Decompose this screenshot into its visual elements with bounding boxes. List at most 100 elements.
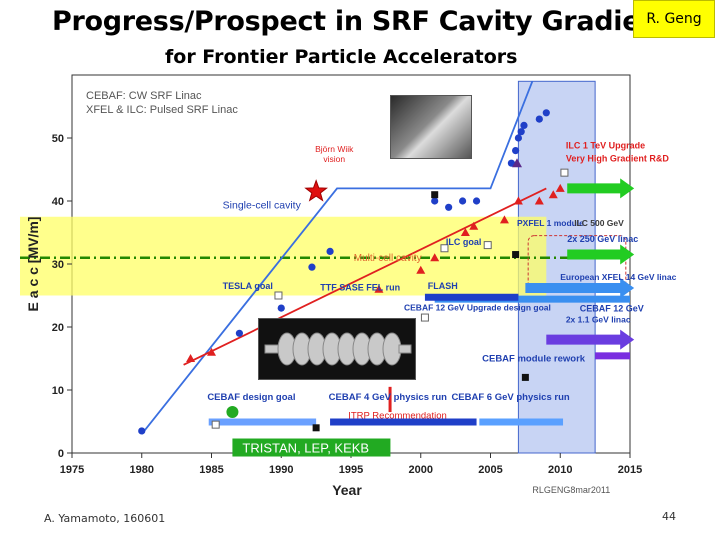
ttf-run-label: TTF SASE FEL run	[320, 282, 400, 292]
green-dot-marker	[226, 406, 239, 419]
ilc-goal-label: ILC goal	[446, 237, 482, 247]
data-point	[459, 197, 467, 205]
data-point	[235, 329, 243, 337]
chart-watermark: RLGENG8mar2011	[532, 485, 610, 495]
wiik-vision-star-icon	[304, 179, 328, 202]
single-cell-label: Single-cell cavity	[223, 200, 302, 212]
x-tick-label: 2000	[409, 464, 433, 476]
data-point	[517, 128, 525, 136]
x-tick-label: 2015	[618, 464, 642, 476]
x-axis-label: Year	[332, 482, 362, 498]
page-number: 44	[662, 510, 676, 523]
data-point	[431, 197, 439, 205]
data-point	[186, 354, 196, 362]
y-tick-label: 30	[52, 259, 64, 271]
black-square-marker	[512, 251, 520, 259]
tristan-label-box	[232, 438, 391, 457]
tesla-goal-label: TESLA goal	[223, 281, 273, 291]
data-point	[512, 147, 520, 155]
data-point	[514, 134, 523, 142]
ilc-1tev-label: ILC 1 TeV Upgrade	[566, 141, 645, 151]
page-subtitle: for Frontier Particle Accelerators	[165, 46, 518, 68]
open-square-marker	[483, 241, 492, 250]
cebaf-4gev-label: CEBAF 4 GeV physics run	[329, 392, 447, 403]
x-tick-label: 1985	[199, 464, 223, 476]
european-xfel-arrow	[525, 277, 635, 298]
very-high-gradient-label: Very High Gradient R&D	[566, 153, 670, 163]
black-square-marker	[431, 191, 439, 199]
x-tick-label: 1975	[60, 464, 84, 476]
open-square-marker	[560, 168, 569, 177]
legend-box	[79, 84, 277, 120]
ilc-500-label: ILC 500 GeV	[574, 218, 624, 228]
cebaf-2x11-label: 2x 1.1 GeV linac	[566, 315, 631, 325]
cebaf-12gev-upgrade-bar	[434, 295, 630, 303]
ilc-500-arrow	[567, 244, 635, 265]
author-name: R. Geng	[646, 11, 702, 27]
data-point	[416, 265, 426, 274]
cebaf-rework-label: CEBAF module rework	[482, 354, 586, 365]
data-point	[445, 203, 453, 211]
data-point	[507, 159, 516, 167]
y-tick-label: 10	[52, 385, 64, 397]
x-tick-label: 1980	[130, 464, 154, 476]
cebaf-12gev-arrow-bar	[595, 352, 630, 360]
cebaf-4gev-bar	[330, 418, 477, 426]
wiik-vision-label: vision	[323, 154, 345, 164]
cebaf-design-bar	[208, 418, 317, 426]
tristan-label: TRISTAN, LEP, KEKB	[242, 441, 369, 456]
data-point	[308, 263, 316, 271]
very-high-gradient-arrow	[567, 178, 635, 199]
legend-item: CEBAF: CW SRF Linac	[86, 90, 202, 102]
cebaf-design-goal-label: CEBAF design goal	[207, 392, 295, 403]
x-tick-label: 1990	[269, 464, 293, 476]
data-point	[430, 253, 440, 262]
cebaf-12gev-arrow	[546, 329, 635, 350]
cebaf-6gev-label: CEBAF 6 GeV physics run	[451, 392, 569, 403]
itrp-label: ITRP Recommendation	[348, 410, 447, 421]
data-point	[472, 197, 481, 205]
data-point	[535, 115, 543, 123]
data-point	[469, 221, 479, 230]
cebaf-6gev-bar	[479, 418, 564, 426]
open-square-marker	[420, 313, 429, 322]
data-point	[534, 196, 544, 205]
y-tick-label: 50	[52, 133, 64, 145]
cebaf-12gev-upgrade-label: CEBAF 12 GeV Upgrade design goal	[404, 303, 551, 313]
ttf-flash-bar	[424, 293, 519, 301]
purple-triangle-marker	[512, 158, 523, 168]
data-point	[555, 183, 565, 192]
european-xfel-label: European XFEL 14 GeV linac	[560, 272, 676, 282]
multi-cell-label: Multi-cell cavity	[354, 253, 422, 264]
y-axis-label: E a c c [MV/m]	[25, 217, 41, 312]
y-tick-label: 20	[52, 322, 64, 334]
data-point	[542, 109, 550, 117]
black-square-marker	[521, 373, 529, 381]
data-point	[277, 304, 285, 312]
wiik-vision-label: Björn Wiik	[315, 144, 354, 154]
data-point	[460, 228, 470, 236]
black-square-marker	[312, 424, 320, 432]
trend-line-blue	[141, 80, 534, 435]
footer-credit: A. Yamamoto, 160601	[44, 512, 166, 525]
data-point	[138, 427, 146, 435]
page-title: Progress/Prospect in SRF Cavity Gradient	[52, 6, 672, 37]
x-tick-label: 2005	[478, 464, 502, 476]
ilc-500-linac-label: 2x 250 GeV linac	[567, 234, 638, 244]
data-point	[513, 196, 523, 205]
y-tick-label: 40	[52, 196, 64, 208]
multi-cell-cavity-photo	[258, 318, 416, 380]
author-badge: R. Geng	[633, 0, 715, 38]
data-point	[520, 121, 528, 129]
nine-cell-cavity-icon	[264, 332, 412, 366]
open-square-marker	[274, 291, 283, 300]
data-point	[326, 247, 334, 255]
x-tick-label: 2010	[548, 464, 572, 476]
legend-item: XFEL & ILC: Pulsed SRF Linac	[86, 104, 238, 116]
data-point	[548, 190, 558, 199]
flash-label: FLASH	[428, 281, 458, 291]
data-point	[207, 347, 216, 356]
open-square-marker	[440, 244, 449, 253]
y-tick-label: 0	[58, 448, 64, 460]
